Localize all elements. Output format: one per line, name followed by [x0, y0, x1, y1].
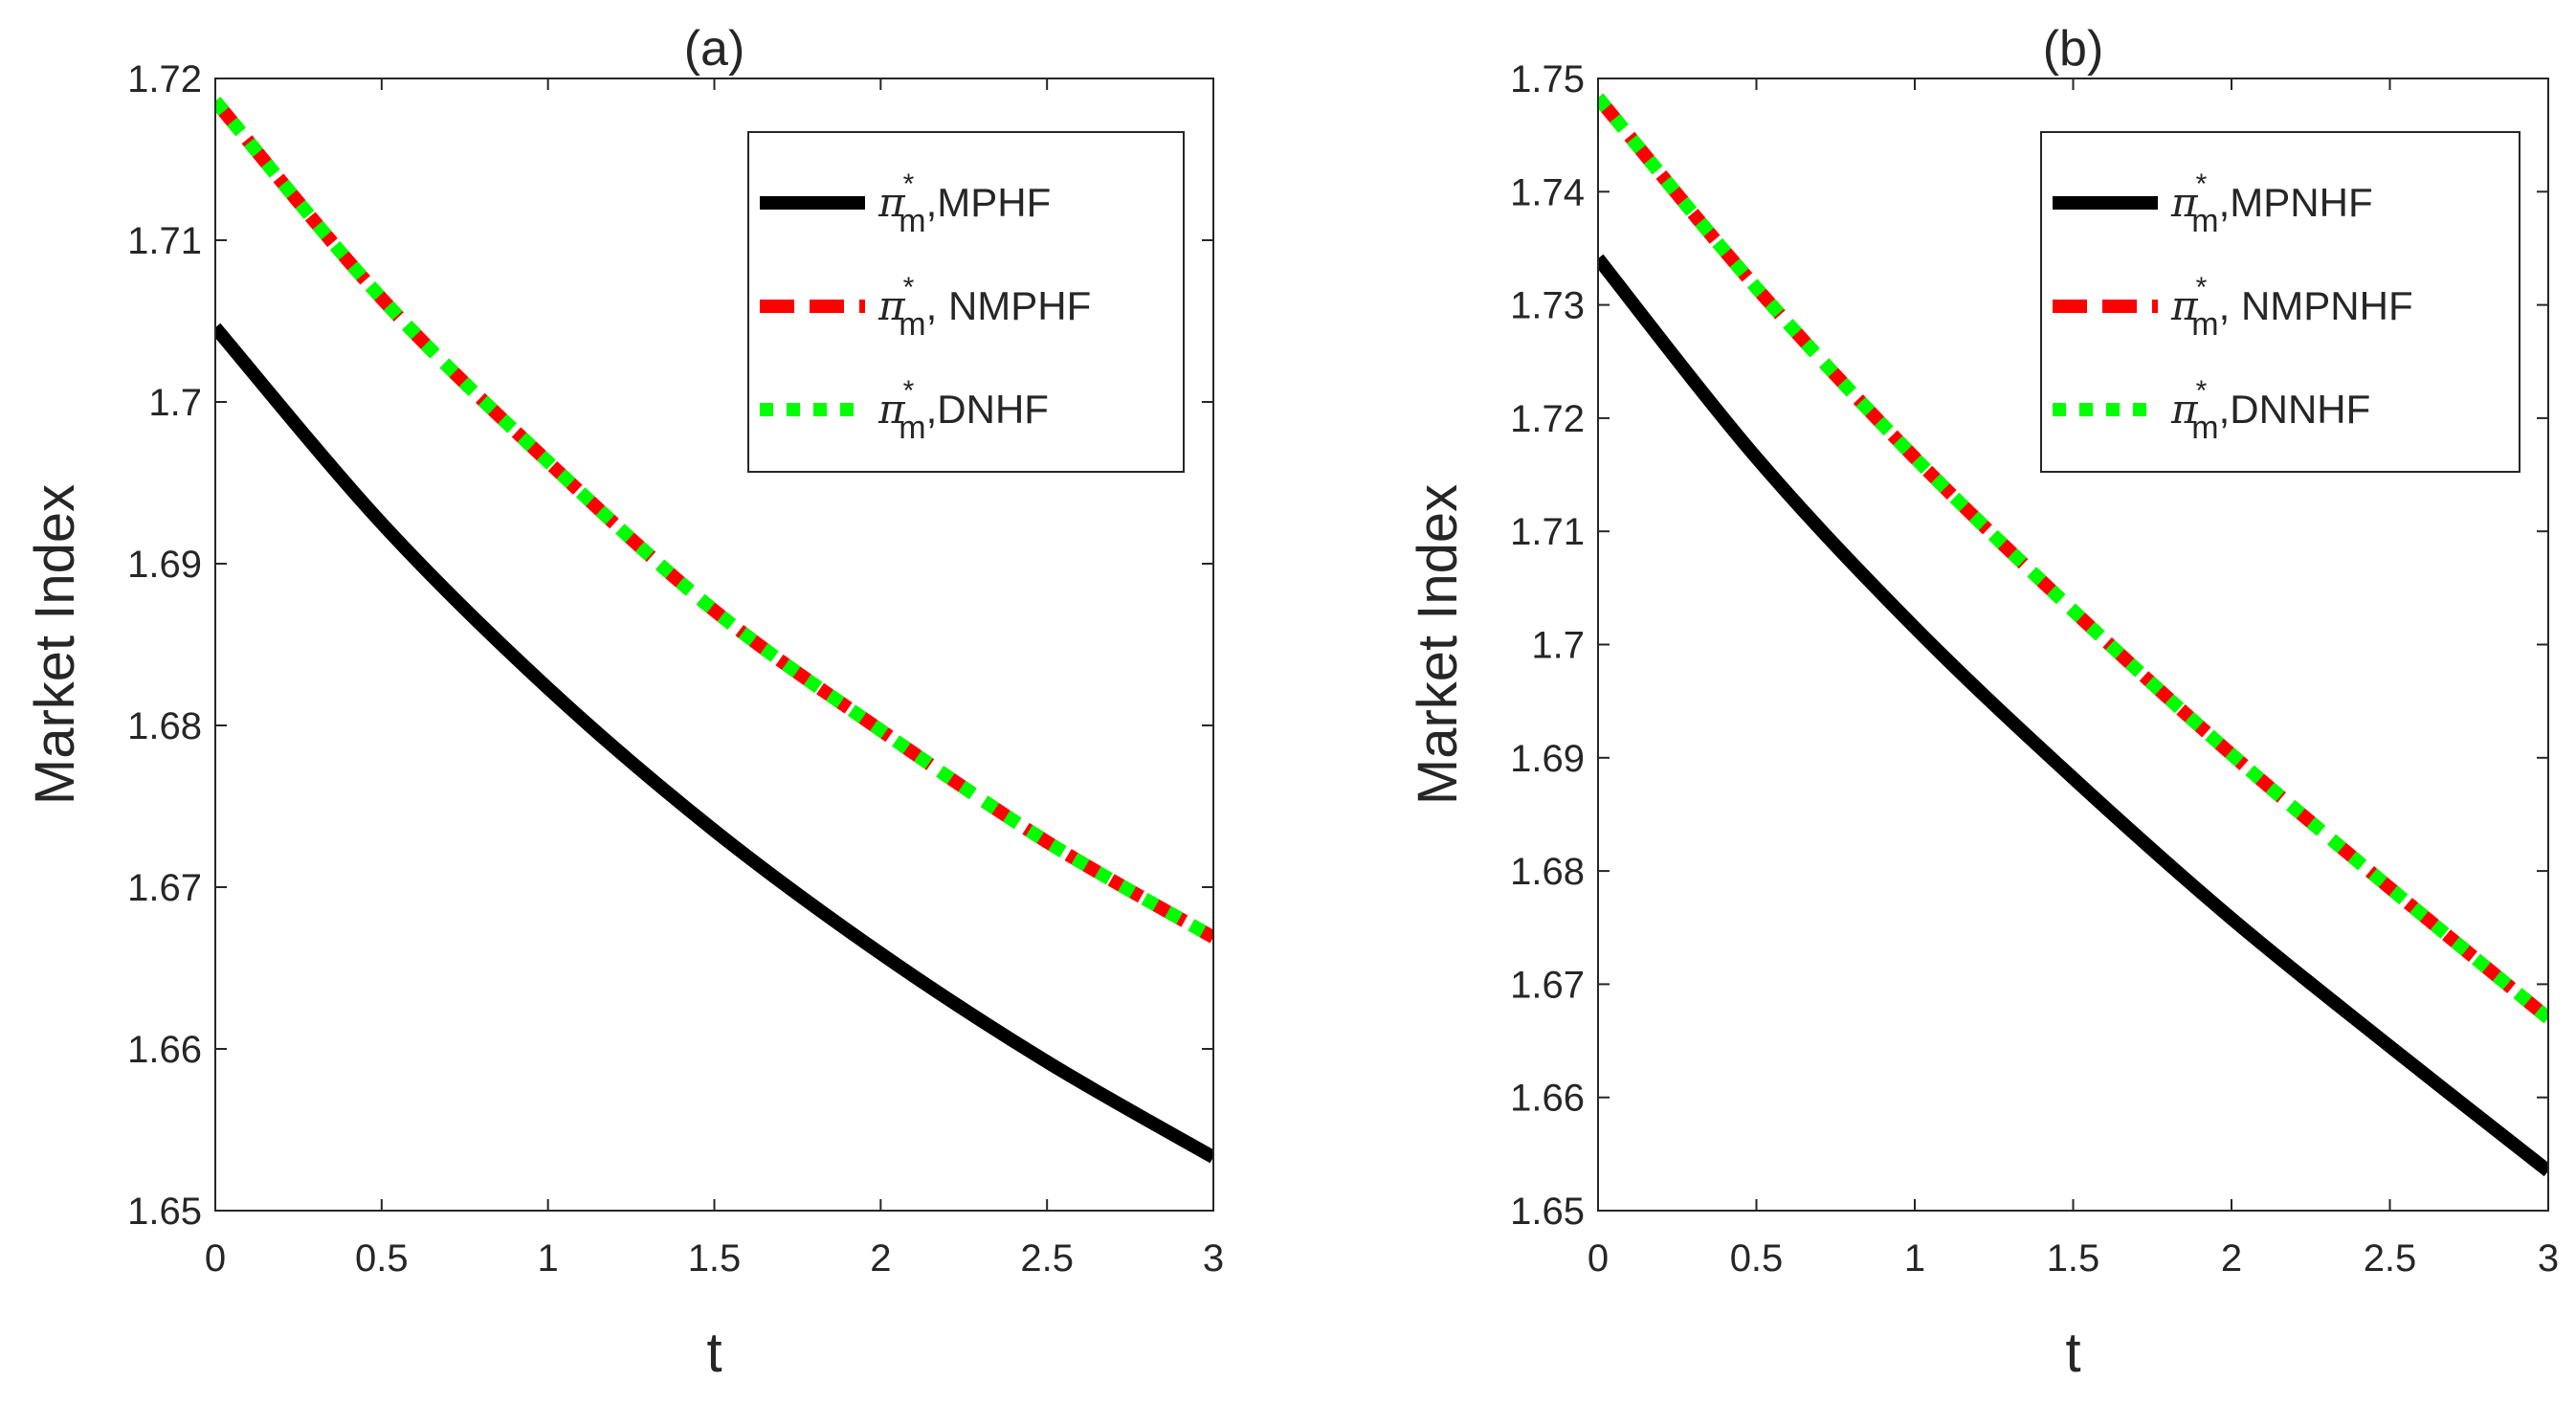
axes-box: [214, 78, 1214, 1212]
y-tick-label: 1.72: [127, 58, 202, 100]
legend-label-dnhf: π* m,DNHF: [877, 375, 1049, 446]
legend-label-nmpnhf: π* m, NMPNHF: [2170, 272, 2413, 343]
y-tick-label: 1.66: [127, 1029, 202, 1071]
y-tick-label: 1.7: [1531, 625, 1585, 667]
legend-text: , NMPNHF: [2219, 283, 2413, 328]
legend-label-mphf: π* m,MPHF: [877, 168, 1051, 239]
y-tick-label: 1.74: [1510, 171, 1585, 213]
legend-sup: *: [2196, 168, 2208, 200]
legend-pi: π: [877, 179, 906, 226]
y-tick-label: 1.71: [1510, 511, 1585, 553]
x-tick-label: 0: [1588, 1237, 1609, 1280]
legend-sup: *: [2196, 272, 2208, 303]
legend-pi: π: [877, 386, 906, 433]
legend-sub: m: [2191, 203, 2218, 239]
y-axis-label: Market Index: [1407, 484, 1469, 805]
y-tick-label: 1.69: [127, 544, 202, 586]
series-line-nmpnhf: [1598, 93, 2548, 1024]
chart-panel-1: 0 0.5 1 1.5 2 2.5 3 1.65 1.66 1.67 1.68 1.69 1.7 1.71…: [1407, 21, 2559, 1384]
x-tick-label: 1.5: [2047, 1237, 2100, 1280]
legend-text: ,MPHF: [926, 180, 1052, 225]
y-tick-label: 1.68: [127, 705, 202, 747]
series-line-dnhf: [215, 97, 1213, 944]
legend-sub: m: [2191, 410, 2218, 446]
y-tick-label: 1.73: [1510, 285, 1585, 327]
legend-pi: π: [2170, 282, 2199, 329]
x-tick-label: 1: [1904, 1237, 1925, 1280]
y-tick-label: 1.65: [127, 1191, 202, 1233]
x-tick-label: 2.5: [2364, 1237, 2417, 1280]
legend-sup: *: [2196, 375, 2208, 407]
legend-sup: *: [903, 272, 915, 303]
y-tick-label: 1.66: [1510, 1078, 1585, 1120]
legend-text: ,MPNHF: [2219, 180, 2373, 225]
chart-title: (b): [2043, 21, 2104, 77]
x-tick-label: 2: [2221, 1237, 2242, 1280]
legend-label-dnnhf: π* m,DNNHF: [2170, 375, 2370, 446]
legend-sub: m: [899, 410, 925, 446]
chart-title: (a): [684, 21, 745, 77]
legend-text: ,DNNHF: [2219, 387, 2371, 432]
legend-sub: m: [899, 306, 925, 343]
series-line-mphf: [215, 323, 1213, 1164]
x-tick-label: 2.5: [1020, 1237, 1074, 1280]
y-tick-label: 1.75: [1510, 58, 1585, 100]
legend-sub: m: [2191, 306, 2218, 343]
legend-sup: *: [903, 375, 915, 407]
y-axis-label: Market Index: [24, 484, 86, 805]
x-axis-label: t: [706, 1322, 722, 1384]
legend-sup: *: [903, 168, 915, 200]
series-line-mpnhf: [1598, 254, 2548, 1177]
legend-pi: π: [2170, 179, 2199, 226]
legend-text: , NMPHF: [926, 283, 1092, 328]
y-tick-label: 1.67: [1510, 964, 1585, 1006]
x-axis-label: t: [2065, 1322, 2080, 1384]
chart-panel-0: 0 0.5 1 1.5 2 2.5 3 1.65 1.66 1.67 1.68 1.69 1.7 1.71…: [24, 21, 1224, 1384]
legend-label-nmphf: π* m, NMPHF: [877, 272, 1091, 343]
y-tick-label: 1.67: [127, 867, 202, 909]
y-tick-label: 1.71: [127, 220, 202, 262]
x-tick-label: 2: [870, 1237, 891, 1280]
y-tick-label: 1.68: [1510, 851, 1585, 893]
y-tick-label: 1.72: [1510, 398, 1585, 440]
series-line-dnnhf: [1598, 93, 2548, 1024]
x-tick-label: 3: [1203, 1237, 1224, 1280]
y-tick-label: 1.69: [1510, 738, 1585, 780]
legend-text: ,DNHF: [926, 387, 1049, 432]
x-tick-label: 0: [205, 1237, 226, 1280]
x-tick-label: 3: [2538, 1237, 2559, 1280]
legend-label-mpnhf: π* m,MPNHF: [2170, 168, 2373, 239]
y-tick-label: 1.7: [148, 382, 202, 424]
axes-box: [1597, 78, 2549, 1212]
legend-pi: π: [877, 282, 906, 329]
legend-pi: π: [2170, 386, 2199, 433]
y-tick-label: 1.65: [1510, 1191, 1585, 1233]
legend-sub: m: [899, 203, 925, 239]
x-tick-label: 1: [538, 1237, 559, 1280]
x-tick-label: 1.5: [688, 1237, 742, 1280]
x-tick-label: 0.5: [1730, 1237, 1784, 1280]
x-tick-label: 0.5: [355, 1237, 409, 1280]
